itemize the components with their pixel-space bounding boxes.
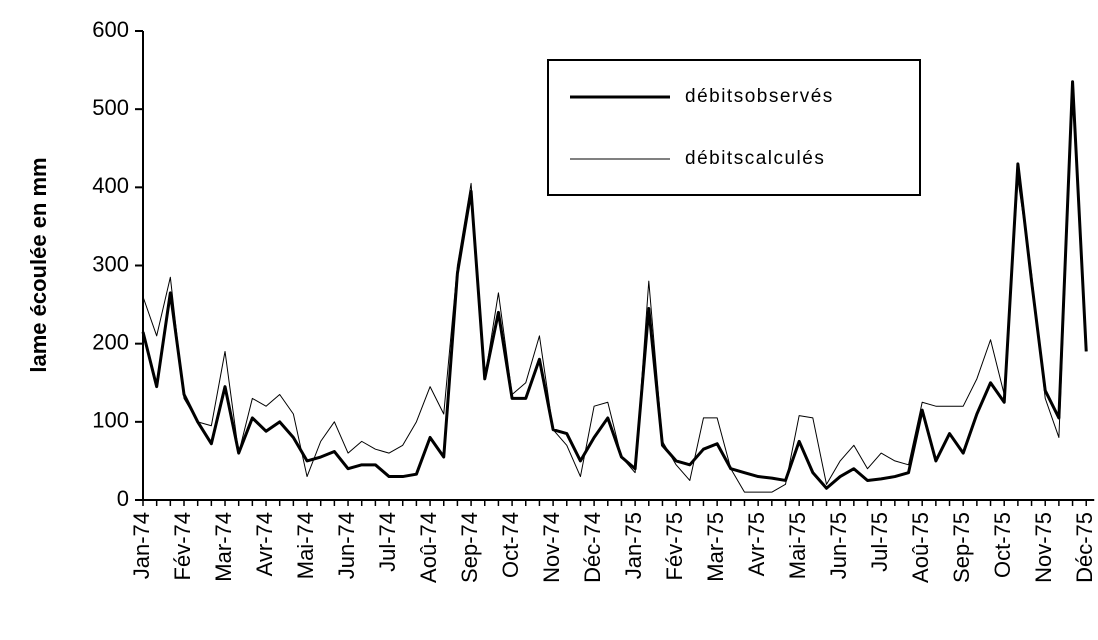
series-line	[141, 80, 1088, 490]
x-tick-label: Jun-74	[334, 512, 359, 579]
y-tick-label: 0	[117, 486, 129, 511]
x-tick-label: Déc-74	[580, 512, 605, 583]
y-tick-label: 200	[92, 329, 129, 354]
y-tick-label: 600	[92, 17, 129, 42]
x-tick-label: Nov-74	[539, 512, 564, 583]
x-tick-label: Jan-74	[129, 512, 154, 579]
x-tick-label: Mar-75	[703, 512, 728, 582]
x-tick-label: Sep-75	[949, 512, 974, 583]
x-tick-label: Avr-74	[252, 512, 277, 576]
y-tick-label: 400	[92, 173, 129, 198]
x-tick-label: Jun-75	[826, 512, 851, 579]
x-tick-label: Fév-74	[170, 512, 195, 580]
series-line	[142, 93, 1087, 493]
x-tick-label: Jul-74	[375, 512, 400, 572]
y-tick-label: 100	[92, 408, 129, 433]
x-tick-label: Fév-75	[662, 512, 687, 580]
x-tick-label: Mai-74	[293, 512, 318, 579]
x-tick-label: Déc-75	[1072, 512, 1097, 583]
y-tick-label: 300	[92, 251, 129, 276]
y-tick-label: 500	[92, 95, 129, 120]
x-tick-label: Oct-75	[990, 512, 1015, 578]
x-tick-label: Avr-75	[744, 512, 769, 576]
x-tick-label: Jul-75	[867, 512, 892, 572]
y-axis-label: lame écoulée en mm	[26, 157, 51, 372]
x-tick-label: Sep-74	[457, 512, 482, 583]
legend-box	[547, 59, 921, 196]
x-tick-label: Mai-75	[785, 512, 810, 579]
x-tick-label: Oct-74	[498, 512, 523, 578]
x-tick-label: Aoû-75	[908, 512, 933, 583]
legend-label: débitsobservés	[685, 86, 834, 107]
x-tick-label: Mar-74	[211, 512, 236, 582]
x-tick-label: Jan-75	[621, 512, 646, 579]
x-tick-label: Aoû-74	[416, 512, 441, 583]
x-tick-label: Nov-75	[1031, 512, 1056, 583]
legend-label: débitscalculés	[685, 148, 825, 169]
